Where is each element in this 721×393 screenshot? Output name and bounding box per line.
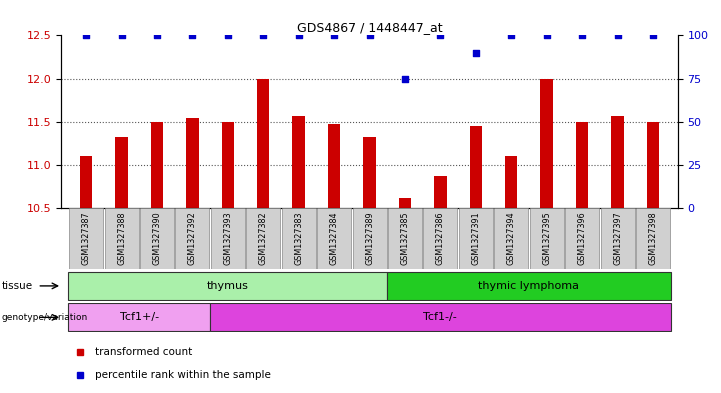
Bar xyxy=(636,208,670,269)
Bar xyxy=(423,208,457,269)
Point xyxy=(505,32,517,39)
Bar xyxy=(115,138,128,208)
Point xyxy=(151,32,163,39)
Bar xyxy=(434,176,446,208)
Bar xyxy=(68,303,210,332)
Text: thymus: thymus xyxy=(207,281,249,291)
Title: GDS4867 / 1448447_at: GDS4867 / 1448447_at xyxy=(297,21,442,34)
Bar xyxy=(210,303,671,332)
Text: GSM1327396: GSM1327396 xyxy=(578,211,587,265)
Bar xyxy=(221,122,234,208)
Bar xyxy=(328,125,340,208)
Point xyxy=(328,32,340,39)
Point xyxy=(576,32,588,39)
Text: GSM1327382: GSM1327382 xyxy=(259,211,267,265)
Bar xyxy=(317,208,351,269)
Bar xyxy=(80,156,92,208)
Bar xyxy=(505,156,518,208)
Text: GSM1327389: GSM1327389 xyxy=(365,211,374,265)
Text: GSM1327388: GSM1327388 xyxy=(117,211,126,265)
Text: genotype/variation: genotype/variation xyxy=(1,313,88,322)
Text: GSM1327395: GSM1327395 xyxy=(542,211,551,265)
Point xyxy=(541,32,552,39)
Bar xyxy=(293,116,305,208)
Bar xyxy=(363,138,376,208)
Bar xyxy=(105,208,138,269)
Bar xyxy=(140,208,174,269)
Bar xyxy=(211,208,245,269)
Bar xyxy=(175,208,209,269)
Bar xyxy=(387,272,671,300)
Point xyxy=(293,32,304,39)
Bar xyxy=(541,79,553,208)
Text: GSM1327392: GSM1327392 xyxy=(188,211,197,265)
Bar xyxy=(388,208,422,269)
Bar xyxy=(565,208,599,269)
Bar xyxy=(68,272,387,300)
Bar xyxy=(459,208,493,269)
Bar xyxy=(576,122,588,208)
Text: Tcf1+/-: Tcf1+/- xyxy=(120,312,159,322)
Text: GSM1327384: GSM1327384 xyxy=(329,211,339,265)
Bar xyxy=(611,116,624,208)
Text: GSM1327385: GSM1327385 xyxy=(400,211,410,265)
Text: percentile rank within the sample: percentile rank within the sample xyxy=(95,370,271,380)
Point xyxy=(435,32,446,39)
Text: GSM1327397: GSM1327397 xyxy=(613,211,622,265)
Point xyxy=(80,32,92,39)
Text: GSM1327391: GSM1327391 xyxy=(472,211,480,265)
Point xyxy=(187,32,198,39)
Text: GSM1327387: GSM1327387 xyxy=(81,211,91,265)
Bar xyxy=(530,208,564,269)
Bar xyxy=(353,208,386,269)
Bar xyxy=(257,79,270,208)
Text: transformed count: transformed count xyxy=(95,347,193,357)
Bar xyxy=(601,208,634,269)
Point xyxy=(470,50,482,56)
Bar xyxy=(69,208,103,269)
Text: tissue: tissue xyxy=(1,281,32,291)
Text: thymic lymphoma: thymic lymphoma xyxy=(479,281,580,291)
Point xyxy=(116,32,128,39)
Text: GSM1327390: GSM1327390 xyxy=(152,211,162,265)
Text: GSM1327383: GSM1327383 xyxy=(294,211,303,265)
Bar xyxy=(151,122,163,208)
Point xyxy=(611,32,623,39)
Point xyxy=(647,32,659,39)
Text: GSM1327393: GSM1327393 xyxy=(224,211,232,265)
Text: GSM1327386: GSM1327386 xyxy=(436,211,445,265)
Point xyxy=(364,32,376,39)
Text: Tcf1-/-: Tcf1-/- xyxy=(423,312,457,322)
Bar xyxy=(247,208,280,269)
Point xyxy=(399,75,411,82)
Bar xyxy=(469,126,482,208)
Point xyxy=(222,32,234,39)
Bar xyxy=(186,118,198,208)
Bar xyxy=(647,122,659,208)
Bar xyxy=(494,208,528,269)
Text: GSM1327394: GSM1327394 xyxy=(507,211,516,265)
Text: GSM1327398: GSM1327398 xyxy=(648,211,658,265)
Bar xyxy=(282,208,316,269)
Point xyxy=(257,32,269,39)
Bar xyxy=(399,198,411,208)
